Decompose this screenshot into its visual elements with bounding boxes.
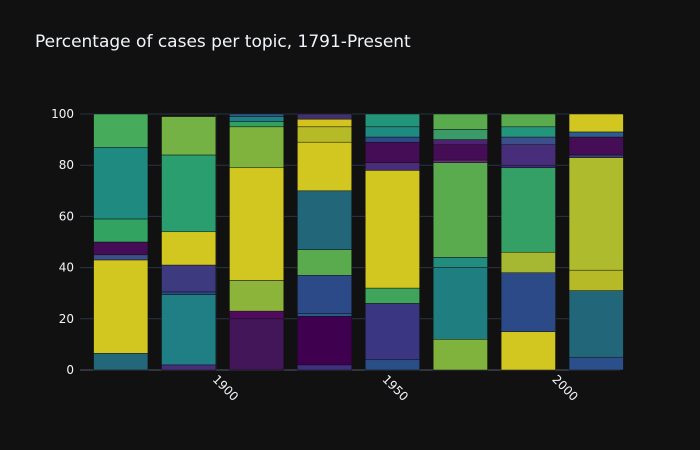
bar-stack xyxy=(432,113,488,371)
bar-segment xyxy=(229,280,285,312)
bar-segment xyxy=(432,113,488,130)
bar-segment xyxy=(365,170,420,289)
bar-segment xyxy=(365,359,420,371)
bar-segment xyxy=(365,141,420,163)
bar-segment xyxy=(229,310,285,320)
x-tick-label: 1900 xyxy=(210,372,241,403)
bar-segment xyxy=(500,126,556,138)
bars-layer xyxy=(93,113,624,371)
bar-segment xyxy=(297,313,352,317)
chart-title: Percentage of cases per topic, 1791-Pres… xyxy=(35,32,411,52)
bar-segment xyxy=(93,259,149,354)
bar-segment xyxy=(297,118,352,128)
bar-segment xyxy=(432,339,488,371)
bar-segment xyxy=(500,251,556,273)
bar-segment xyxy=(432,267,488,340)
bar-segment xyxy=(161,231,217,266)
bar-segment xyxy=(365,303,420,361)
bar-segment xyxy=(500,167,556,253)
bar-segment xyxy=(297,141,352,192)
bar-segment xyxy=(365,162,420,171)
y-tick-label: 100 xyxy=(51,107,74,121)
bar-segment xyxy=(229,126,285,169)
bar-segment xyxy=(93,241,149,256)
bar-segment xyxy=(93,353,149,371)
bar-segment xyxy=(229,116,285,122)
bar-segment xyxy=(432,257,488,268)
bar-segment xyxy=(297,315,352,366)
bar-segment xyxy=(93,147,149,220)
bar-segment xyxy=(365,126,420,138)
bar-segment xyxy=(432,129,488,140)
bar-stack xyxy=(500,113,556,371)
y-tick-label: 80 xyxy=(59,158,74,172)
bar-segment xyxy=(93,113,149,148)
bar-segment xyxy=(229,167,285,281)
y-tick-label: 20 xyxy=(59,312,74,326)
bar-stack xyxy=(568,113,624,371)
y-tick-label: 60 xyxy=(59,209,74,223)
bar-segment xyxy=(297,113,352,120)
bar-segment xyxy=(500,113,556,128)
bar-segment xyxy=(500,144,556,166)
bar-segment xyxy=(500,164,556,169)
y-tick-label: 40 xyxy=(59,261,74,275)
bar-segment xyxy=(432,139,488,145)
bar-segment xyxy=(568,136,624,156)
bar-segment xyxy=(568,290,624,358)
bar-segment xyxy=(568,269,624,291)
bar-segment xyxy=(568,356,624,371)
bar-segment xyxy=(568,113,624,133)
x-tick-label: 1950 xyxy=(380,372,411,403)
bar-stack xyxy=(297,113,352,371)
bar-segment xyxy=(432,144,488,161)
bar-segment xyxy=(500,136,556,145)
bar-segment xyxy=(229,318,285,371)
bar-segment xyxy=(161,364,217,371)
bar-stack xyxy=(365,113,420,371)
bar-segment xyxy=(161,154,217,233)
bar-segment xyxy=(500,331,556,371)
bar-segment xyxy=(161,294,217,366)
bar-segment xyxy=(297,364,352,371)
bar-segment xyxy=(93,254,149,261)
bar-segment xyxy=(568,157,624,271)
bar-stack xyxy=(229,113,285,371)
bar-segment xyxy=(432,159,488,163)
bar-segment xyxy=(297,275,352,314)
bar-segment xyxy=(229,121,285,128)
bar-segment xyxy=(297,190,352,250)
bar-segment xyxy=(365,136,420,143)
bar-segment xyxy=(365,287,420,304)
bar-segment xyxy=(93,218,149,243)
bar-segment xyxy=(568,154,624,158)
bar-segment xyxy=(365,113,420,128)
bar-segment xyxy=(432,162,488,258)
bar-segment xyxy=(229,113,285,117)
y-tick-label: 0 xyxy=(66,363,74,377)
x-tick-label: 2000 xyxy=(549,372,580,403)
bar-stack xyxy=(93,113,149,371)
bar-segment xyxy=(161,116,217,156)
bar-segment xyxy=(297,126,352,143)
bar-segment xyxy=(161,264,217,293)
bar-segment xyxy=(297,249,352,276)
bar-segment xyxy=(500,272,556,332)
bar-stack xyxy=(161,116,217,371)
bar-segment xyxy=(161,291,217,295)
bar-segment xyxy=(568,131,624,138)
